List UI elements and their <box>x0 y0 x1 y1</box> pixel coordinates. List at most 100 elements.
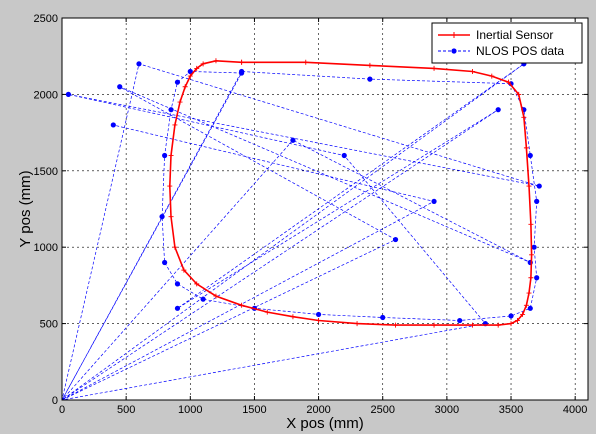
inertial-data-point <box>528 275 534 281</box>
inertial-data-point <box>431 322 437 328</box>
plot-border <box>61 17 589 401</box>
nlos-data-point <box>162 152 168 159</box>
nlos-data-point <box>168 107 174 113</box>
nlos-data-point <box>527 305 533 311</box>
inertial-data-point <box>168 214 174 220</box>
inertial-data-point <box>167 183 173 189</box>
y-axis-label: Y pos (mm) <box>17 170 34 247</box>
legend-label: NLOS POS data <box>476 44 564 58</box>
x-tick-label: 1500 <box>242 404 266 416</box>
inertial-data-point <box>213 293 219 299</box>
inertial-data-point <box>354 321 360 327</box>
inertial-data-point <box>526 183 532 189</box>
inertial-data-point <box>182 84 188 90</box>
inertial-data-point <box>194 281 200 287</box>
legend-box <box>431 22 583 64</box>
inertial-data-point <box>528 221 534 227</box>
x-tick-label: 0 <box>59 404 65 416</box>
nlos-data-point <box>531 244 537 250</box>
nlos-data-point <box>380 314 386 321</box>
nlos-data-point <box>431 198 437 204</box>
inertial-data-point <box>516 91 522 97</box>
x-tick-label: 2500 <box>370 404 394 416</box>
inertial-data-point <box>505 79 511 85</box>
y-tick-label: 1500 <box>34 166 58 178</box>
nlos-data-point <box>457 317 463 324</box>
inertial-data-point <box>168 153 174 159</box>
inertial-data-point <box>172 122 178 128</box>
nlos-data-point <box>508 313 514 319</box>
nlos-series-line <box>62 63 540 400</box>
x-tick-label: 3500 <box>499 404 523 416</box>
inertial-data-point <box>194 65 200 71</box>
x-tick-label: 2000 <box>306 404 330 416</box>
nlos-data-point <box>174 281 181 287</box>
nlos-data-point <box>239 70 245 76</box>
y-tick-label: 2000 <box>34 89 58 101</box>
inertial-data-point <box>514 318 520 324</box>
x-tick-label: 4000 <box>563 404 587 416</box>
legend-label: Inertial Sensor <box>476 28 553 42</box>
inertial-data-point <box>495 322 501 328</box>
inertial-data-point <box>316 318 322 324</box>
nlos-data-point <box>174 305 181 311</box>
nlos-data-point <box>392 236 399 243</box>
legend-item: Inertial Sensor <box>438 28 553 42</box>
nlos-data-point <box>117 84 123 90</box>
nlos-data-point <box>495 107 501 113</box>
inertial-data-point <box>520 311 526 317</box>
x-tick-label: 500 <box>117 404 135 416</box>
nlos-data-point <box>290 137 296 143</box>
nlos-data-point <box>62 397 65 400</box>
ticks: 0 500 1000 1500 2000 2500 3000 3500 4000 0 500 1000… <box>34 13 588 416</box>
inertial-data-point <box>526 290 532 296</box>
legend-item: NLOS POS data <box>438 44 564 58</box>
nlos-data-point <box>527 152 533 159</box>
inertial-data-point <box>367 62 373 68</box>
inertial-data-point <box>393 322 399 328</box>
y-tick-label: 500 <box>40 319 58 331</box>
inertial-data-point <box>181 267 187 273</box>
legend: Inertial Sensor NLOS POS data <box>431 22 583 64</box>
inertial-data-point <box>290 314 296 320</box>
nlos-data-point <box>341 152 347 159</box>
y-tick-label: 1000 <box>34 242 58 254</box>
y-tick-label: 0 <box>52 395 58 407</box>
legend-swatch-marker <box>451 48 457 54</box>
series-layer <box>62 58 542 400</box>
inertial-data-point <box>187 73 193 79</box>
inertial-data-point <box>508 321 514 327</box>
inertial-data-point <box>264 309 270 315</box>
inertial-data-point <box>200 61 206 67</box>
inertial-data-point <box>431 65 437 71</box>
inertial-data-point <box>489 73 495 79</box>
inertial-data-point <box>529 252 535 258</box>
x-tick-label: 1000 <box>178 404 202 416</box>
nlos-data-point <box>136 61 142 67</box>
inertial-data-point <box>523 145 529 151</box>
inertial-data-point <box>172 244 178 250</box>
nlos-data-point <box>162 259 168 266</box>
inertial-data-point <box>523 302 529 308</box>
inertial-data-point <box>470 322 476 328</box>
nlos-data-point <box>536 183 542 189</box>
inertial-data-point <box>177 99 183 105</box>
inertial-data-point <box>521 114 527 120</box>
inertial-data-point <box>303 59 309 65</box>
nlos-data-point <box>534 198 540 204</box>
nlos-data-point <box>110 122 116 128</box>
nlos-data-point <box>367 76 373 82</box>
x-tick-label: 3000 <box>435 404 459 416</box>
nlos-data-point <box>159 214 165 220</box>
inertial-data-point <box>239 302 245 308</box>
inertial-data-point <box>470 68 476 74</box>
x-axis-label: X pos (mm) <box>286 415 364 432</box>
y-tick-label: 2500 <box>34 13 58 25</box>
inertial-data-point <box>239 59 245 65</box>
inertial-data-point <box>213 58 219 64</box>
nlos-data-point <box>174 79 181 85</box>
nlos-data-point <box>534 275 540 281</box>
nlos-data-point <box>187 68 193 75</box>
nlos-data-point <box>315 311 322 318</box>
